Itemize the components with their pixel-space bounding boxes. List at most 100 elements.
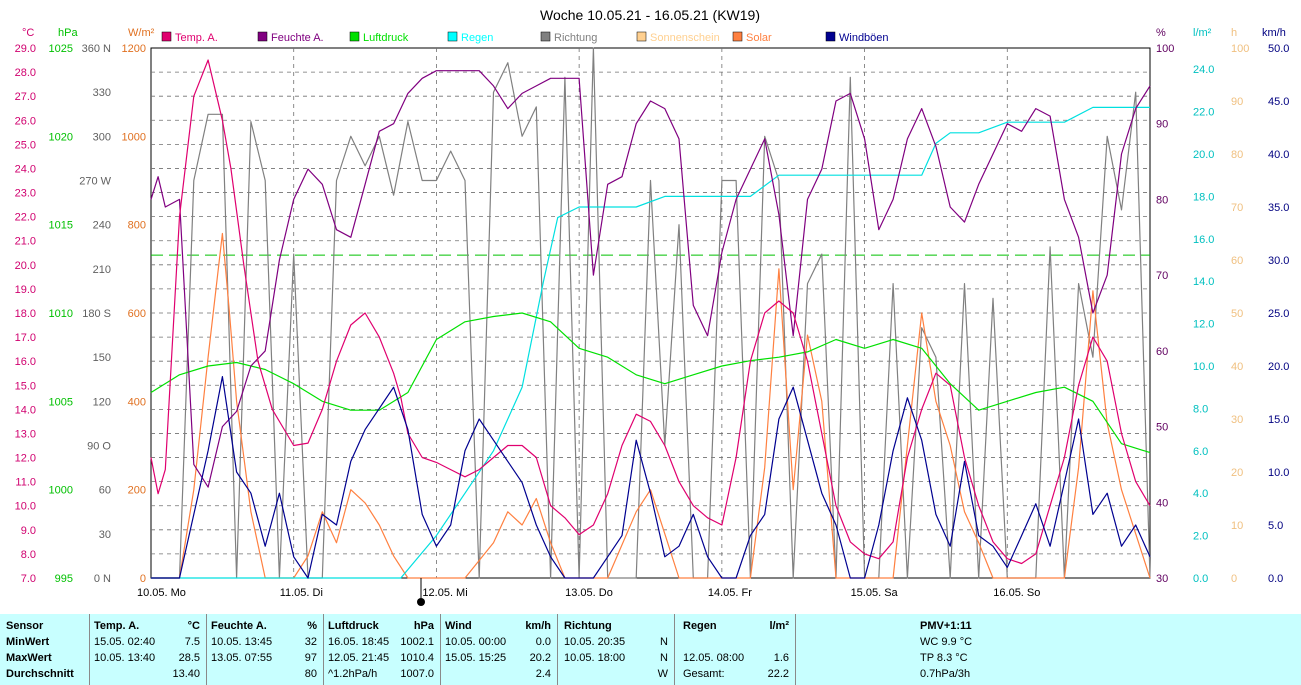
stats-unit-hum: % [307, 620, 317, 632]
wind-tick-label: 45.0 [1268, 96, 1289, 108]
sunshine-tick-label: 50 [1231, 308, 1243, 320]
stats-value: 28.5 [178, 652, 200, 664]
stats-value: 0.0 [535, 636, 551, 648]
x-tick-label: 12.05. Mi [422, 587, 467, 599]
pressure-tick-label: 995 [55, 573, 73, 585]
rain-tick-label: 18.0 [1193, 191, 1214, 203]
series-line-regen [151, 106, 1150, 579]
stats-unit-wind: km/h [525, 620, 551, 632]
stats-value: 13.40 [172, 668, 200, 680]
stats-row-label: MaxWert [6, 652, 52, 664]
rain-tick-label: 2.0 [1193, 531, 1208, 543]
stats-header-dir: Richtung [564, 620, 612, 632]
stats-time: 10.05. 13:40 [94, 652, 156, 664]
stats-header-hum: Feuchte A. [211, 620, 267, 632]
x-tick-label: 16.05. So [993, 587, 1040, 599]
stats-total-label: Gesamt: [683, 668, 725, 680]
temp-tick-label: 16.0 [15, 356, 36, 368]
legend-swatch [636, 31, 647, 42]
stats-unit-press: hPa [413, 620, 434, 632]
stats-value: 1002.1 [400, 636, 434, 648]
stats-header-wind: Wind [445, 620, 472, 632]
chart-title: Woche 10.05.21 - 16.05.21 (KW19) [540, 7, 760, 23]
temp-tick-label: 21.0 [15, 236, 36, 248]
series-line-solar [151, 232, 1151, 579]
solar-tick-label: 1000 [122, 131, 146, 143]
legend-swatch [447, 31, 458, 42]
direction-tick-label: 270 W [79, 176, 111, 188]
rain-tick-label: 4.0 [1193, 488, 1208, 500]
stats-time: 12.05. 08:00 [683, 652, 745, 664]
direction-tick-label: 330 [93, 87, 111, 99]
stats-value: 97 [304, 652, 317, 664]
legend-label: Windböen [839, 32, 889, 44]
rain-tick-label: 14.0 [1193, 276, 1214, 288]
stats-header-pmv: PMV+1:11 [920, 620, 972, 632]
stats-header-press: Luftdruck [328, 620, 379, 632]
series-line-temp-a- [150, 59, 1151, 565]
temp-tick-label: 23.0 [15, 188, 36, 200]
rain-tick-label: 8.0 [1193, 403, 1208, 415]
legend-swatch [825, 31, 836, 42]
direction-tick-label: 150 [93, 352, 111, 364]
stats-time: 16.05. 18:45 [328, 636, 390, 648]
temp-tick-label: 15.0 [15, 380, 36, 392]
stats-unit-rain: l/m² [769, 620, 789, 632]
humidity-tick-label: 70 [1156, 270, 1168, 282]
sunshine-tick-label: 100 [1231, 43, 1249, 55]
weather-chart: Woche 10.05.21 - 16.05.21 (KW19) 7.0 8.0 9.… [15, 7, 1289, 606]
x-tick-label: 13.05. Do [565, 587, 613, 599]
temp-tick-label: 19.0 [15, 284, 36, 296]
stats-time: 10.05. 18:00 [564, 652, 626, 664]
stats-time: 15.05. 02:40 [94, 636, 156, 648]
direction-tick-label: 240 [93, 220, 111, 232]
wind-tick-label: 5.0 [1268, 520, 1283, 532]
stats-row-label: Durchschnitt [6, 668, 74, 680]
axis-unit-label: W/m² [128, 27, 155, 39]
pressure-tick-label: 1005 [49, 396, 73, 408]
temp-tick-label: 18.0 [15, 308, 36, 320]
humidity-tick-label: 100 [1156, 43, 1174, 55]
sunshine-tick-label: 60 [1231, 255, 1243, 267]
stats-value: 1.6 [773, 652, 789, 664]
wind-tick-label: 10.0 [1268, 467, 1289, 479]
wind-tick-label: 30.0 [1268, 255, 1289, 267]
stats-trend: ^1.2hPa/h [328, 668, 378, 680]
axis-unit-label: % [1156, 27, 1166, 39]
legend-swatch [540, 31, 551, 42]
direction-tick-label: 120 [93, 396, 111, 408]
stats-value: 20.2 [529, 652, 551, 664]
humidity-tick-label: 90 [1156, 119, 1168, 131]
sunshine-tick-label: 0 [1231, 573, 1237, 585]
stats-pmv-trend: 0.7hPa/3h [920, 668, 971, 680]
x-tick-label: 14.05. Fr [708, 587, 752, 599]
rain-tick-label: 6.0 [1193, 446, 1208, 458]
solar-tick-label: 1200 [122, 43, 146, 55]
stats-value: N [660, 652, 668, 664]
rain-tick-label: 16.0 [1193, 234, 1214, 246]
legend-label: Temp. A. [175, 32, 218, 44]
temp-tick-label: 11.0 [15, 477, 36, 489]
axis-unit-label: hPa [58, 27, 78, 39]
pressure-tick-label: 1025 [49, 43, 73, 55]
legend-label: Feuchte A. [271, 32, 324, 44]
sunshine-tick-label: 90 [1231, 96, 1243, 108]
direction-tick-label: 0 N [94, 573, 111, 585]
stats-time: 10.05. 13:45 [211, 636, 273, 648]
stats-col-sensor: Sensor MinWert MaxWert Durchschnitt [0, 614, 90, 685]
temp-tick-label: 10.0 [15, 501, 36, 513]
direction-tick-label: 300 [93, 131, 111, 143]
stats-value: 2.4 [535, 668, 551, 680]
series-line-feuchte-a- [150, 70, 1151, 488]
rain-tick-label: 20.0 [1193, 149, 1214, 161]
pressure-tick-label: 1020 [49, 131, 73, 143]
wind-tick-label: 50.0 [1268, 43, 1289, 55]
rain-tick-label: 22.0 [1193, 107, 1214, 119]
temp-tick-label: 29.0 [15, 43, 36, 55]
stats-time: 15.05. 15:25 [445, 652, 507, 664]
legend-label: Sonnenschein [650, 32, 720, 44]
sunshine-tick-label: 10 [1231, 520, 1243, 532]
rain-tick-label: 24.0 [1193, 64, 1214, 76]
stats-header-sensor: Sensor [6, 620, 44, 632]
stats-row-label: MinWert [6, 636, 50, 648]
